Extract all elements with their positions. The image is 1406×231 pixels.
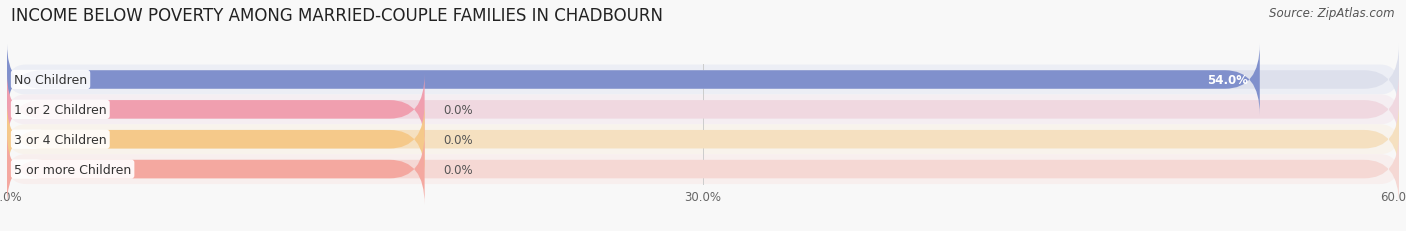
FancyBboxPatch shape: [7, 125, 1399, 155]
FancyBboxPatch shape: [7, 134, 1399, 205]
Text: Source: ZipAtlas.com: Source: ZipAtlas.com: [1270, 7, 1395, 20]
Text: 0.0%: 0.0%: [443, 133, 472, 146]
Text: 1 or 2 Children: 1 or 2 Children: [14, 103, 107, 116]
FancyBboxPatch shape: [7, 155, 1399, 184]
FancyBboxPatch shape: [7, 74, 425, 145]
Text: 0.0%: 0.0%: [443, 163, 472, 176]
FancyBboxPatch shape: [7, 74, 1399, 145]
FancyBboxPatch shape: [7, 45, 1260, 116]
Text: 5 or more Children: 5 or more Children: [14, 163, 131, 176]
FancyBboxPatch shape: [7, 104, 425, 175]
Text: INCOME BELOW POVERTY AMONG MARRIED-COUPLE FAMILIES IN CHADBOURN: INCOME BELOW POVERTY AMONG MARRIED-COUPL…: [11, 7, 664, 25]
FancyBboxPatch shape: [7, 65, 1399, 95]
FancyBboxPatch shape: [7, 104, 1399, 175]
Text: 54.0%: 54.0%: [1208, 74, 1249, 87]
Text: 0.0%: 0.0%: [443, 103, 472, 116]
Text: No Children: No Children: [14, 74, 87, 87]
FancyBboxPatch shape: [7, 95, 1399, 125]
Text: 3 or 4 Children: 3 or 4 Children: [14, 133, 107, 146]
FancyBboxPatch shape: [7, 134, 425, 205]
FancyBboxPatch shape: [7, 45, 1399, 116]
